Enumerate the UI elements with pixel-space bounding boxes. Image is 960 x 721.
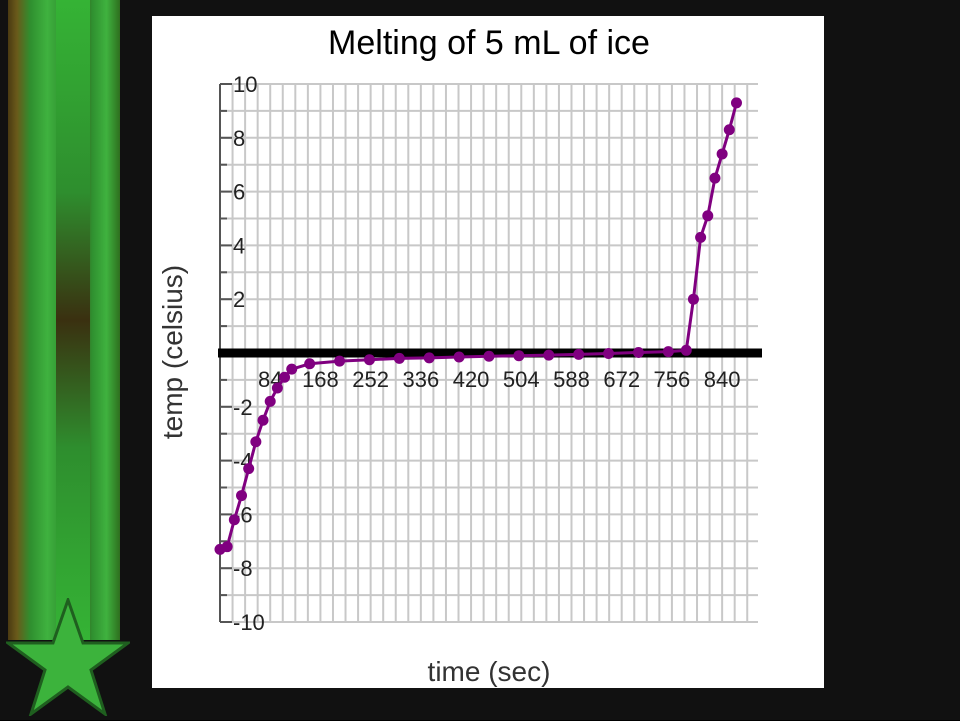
data-point xyxy=(695,231,707,243)
y-tick-label: 8 xyxy=(233,126,245,151)
x-tick-label: 672 xyxy=(603,367,640,392)
data-point xyxy=(573,348,585,360)
data-point xyxy=(680,344,692,356)
y-tick-label: -8 xyxy=(233,556,253,581)
chart-title: Melting of 5 mL of ice xyxy=(328,24,650,62)
x-tick-label: 420 xyxy=(453,367,490,392)
series-layer xyxy=(214,97,742,555)
x-tick-label: 504 xyxy=(503,367,540,392)
y-tick-label: -2 xyxy=(233,395,253,420)
data-point xyxy=(453,351,465,363)
data-point xyxy=(228,514,240,526)
data-point xyxy=(221,541,233,553)
data-point xyxy=(271,382,283,394)
y-tick-label: 6 xyxy=(233,180,245,205)
data-point xyxy=(702,210,714,222)
data-point xyxy=(236,490,248,502)
data-point xyxy=(423,352,435,364)
data-point xyxy=(603,348,615,360)
data-point xyxy=(662,346,674,358)
data-point xyxy=(730,97,742,109)
x-tick-label: 756 xyxy=(654,367,691,392)
line-chart: Melting of 5 mL of ice 108642-2-4-6-8-10… xyxy=(157,24,762,687)
data-point xyxy=(279,371,291,383)
x-axis-label: time (sec) xyxy=(428,656,551,687)
star-icon xyxy=(3,595,133,718)
data-point xyxy=(716,148,728,160)
x-tick-label: 840 xyxy=(704,367,741,392)
data-point xyxy=(687,293,699,305)
data-point xyxy=(286,363,298,375)
data-point xyxy=(483,350,495,362)
x-tick-label: 168 xyxy=(302,367,339,392)
data-point xyxy=(363,354,375,366)
y-tick-label: -10 xyxy=(233,610,265,635)
data-point xyxy=(393,352,405,364)
data-point xyxy=(543,349,555,361)
x-tick-label: 336 xyxy=(402,367,439,392)
data-point xyxy=(709,172,721,184)
data-point xyxy=(257,414,269,426)
y-tick-label: 10 xyxy=(233,72,257,97)
data-point xyxy=(243,463,255,475)
x-tick-label: 588 xyxy=(553,367,590,392)
ribbon-decoration xyxy=(8,0,120,640)
data-point xyxy=(513,350,525,362)
data-point xyxy=(250,436,262,448)
data-point xyxy=(723,124,735,136)
y-tick-label: 2 xyxy=(233,287,245,312)
data-point xyxy=(304,358,316,370)
ribbon-stripe xyxy=(56,0,90,640)
data-point xyxy=(264,395,276,407)
data-point xyxy=(632,346,644,358)
y-axis-label: temp (celsius) xyxy=(157,265,188,439)
y-tick-label: 4 xyxy=(233,233,245,258)
x-tick-label: 252 xyxy=(352,367,389,392)
chart-panel: Melting of 5 mL of ice 10 8 6 4 2 -2 -4 -6 -8 -10… xyxy=(152,16,824,688)
data-point xyxy=(334,355,346,367)
